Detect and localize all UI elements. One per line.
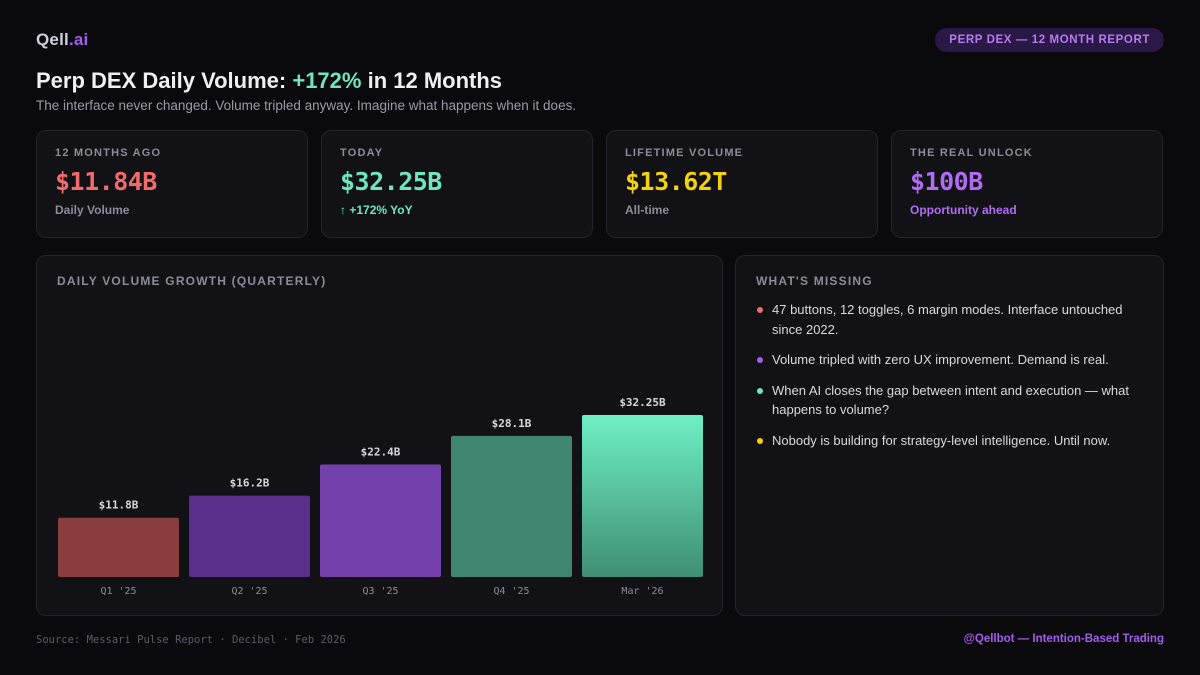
stat-label: 12 MONTHS AGO: [55, 147, 162, 159]
x-tick-label: Mar '26: [621, 586, 663, 597]
headline-highlight: +172%: [292, 68, 362, 93]
stat-value: $100B: [910, 167, 983, 196]
stat-note: Daily Volume: [55, 203, 130, 217]
bar: [320, 464, 441, 577]
page-subtitle: The interface never changed. Volume trip…: [36, 98, 577, 113]
bullet-dot-icon: [757, 437, 763, 444]
stat-label: LIFETIME VOLUME: [625, 147, 744, 159]
stat-note: ↑ +172% YoY: [340, 203, 413, 217]
bar: [582, 415, 703, 577]
list-item-text: When AI closes the gap between intent an…: [772, 382, 1130, 418]
x-tick-label: Q2 '25: [231, 586, 267, 597]
stat-value: $13.62T: [625, 167, 727, 196]
footer-handle[interactable]: @Qellbot — Intention-Based Trading: [963, 633, 1164, 645]
bar-value-label: $28.1B: [492, 417, 532, 430]
list-item-text: 47 buttons, 12 toggles, 6 margin modes. …: [772, 302, 1123, 337]
missing-panel: WHAT'S MISSING 47 buttons, 12 toggles, 6…: [735, 255, 1164, 616]
stat-card-12-months-ago: 12 MONTHS AGO $11.84B Daily Volume: [36, 130, 308, 238]
missing-list: 47 buttons, 12 toggles, 6 margin modes. …: [756, 300, 1141, 461]
bar: [189, 495, 310, 577]
bullet-dot-icon: [757, 307, 763, 313]
brand-suffix: .ai: [68, 30, 89, 49]
stat-card-lifetime-volume: LIFETIME VOLUME $13.62T All-time: [606, 130, 878, 238]
headline-prefix: Perp DEX Daily Volume:: [36, 68, 293, 93]
x-tick-label: Q3 '25: [362, 586, 398, 597]
list-item: Nobody is building for strategy-level in…: [756, 431, 1141, 451]
headline-suffix: in 12 Months: [361, 68, 503, 93]
bar-value-label: $32.25B: [619, 396, 666, 409]
bar-value-label: $22.4B: [361, 445, 401, 458]
list-item: Volume tripled with zero UX improvement.…: [756, 350, 1141, 370]
bar: [58, 517, 179, 577]
bar-value-label: $11.8B: [99, 499, 139, 512]
list-item: 47 buttons, 12 toggles, 6 margin modes. …: [756, 300, 1141, 339]
page-title: Perp DEX Daily Volume: +172% in 12 Month…: [36, 68, 502, 94]
stat-card-real-unlock: THE REAL UNLOCK $100B Opportunity ahead: [891, 130, 1163, 238]
missing-title: WHAT'S MISSING: [756, 274, 873, 288]
report-badge: PERP DEX — 12 MONTH REPORT: [935, 28, 1164, 52]
stat-card-today: TODAY $32.25B ↑ +172% YoY: [321, 130, 593, 238]
bullet-dot-icon: [757, 357, 763, 363]
bullet-dot-icon: [757, 387, 763, 394]
stat-value: $32.25B: [340, 167, 442, 196]
stat-note: Opportunity ahead: [910, 203, 1017, 217]
list-item-text: Nobody is building for strategy-level in…: [772, 432, 1111, 448]
stat-label: THE REAL UNLOCK: [910, 147, 1033, 159]
chart-title: DAILY VOLUME GROWTH (QUARTERLY): [57, 274, 327, 288]
source-note: Source: Messari Pulse Report · Decibel ·…: [36, 634, 346, 646]
stat-note: All-time: [625, 203, 670, 217]
x-tick-label: Q4 '25: [493, 586, 529, 597]
volume-bar-chart: $11.8B Q1 '25 $16.2B Q2 '25 $22.4B Q3 '25 $28.…: [58, 396, 703, 597]
bar-value-label: $16.2B: [230, 477, 270, 490]
list-item: When AI closes the gap between intent an…: [756, 381, 1141, 420]
stat-value: $11.84B: [55, 167, 157, 196]
bar: [451, 435, 572, 577]
brand-name: Qell: [36, 30, 69, 49]
stat-label: TODAY: [340, 147, 384, 159]
chart-panel: $11.8B Q1 '25 $16.2B Q2 '25 $22.4B Q3 '25 $28.…: [36, 255, 723, 616]
list-item-text: Volume tripled with zero UX improvement.…: [772, 352, 1109, 367]
x-tick-label: Q1 '25: [100, 586, 136, 597]
logo: Qell.ai: [36, 30, 88, 50]
